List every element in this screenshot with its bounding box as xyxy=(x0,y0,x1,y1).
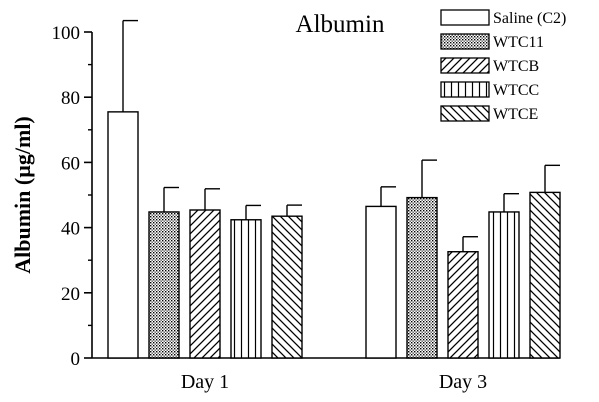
legend-swatch xyxy=(440,81,490,98)
legend-label: WTCC xyxy=(493,82,539,99)
y-tick-label: 80 xyxy=(61,88,80,109)
y-tick-label: 60 xyxy=(61,153,80,174)
category-label: Day 1 xyxy=(181,371,229,393)
bar xyxy=(189,209,221,359)
category-label: Day 3 xyxy=(439,371,487,393)
legend-label: Saline (C2) xyxy=(493,10,566,27)
bar xyxy=(406,196,438,359)
chart-title: Albumin xyxy=(296,11,385,38)
legend-swatch xyxy=(440,33,490,50)
y-tick-label: 40 xyxy=(61,219,80,240)
bars: Day 1 Day 3 xyxy=(107,19,561,393)
y-tick-label: 0 xyxy=(71,349,81,370)
legend-label: WTCB xyxy=(493,58,539,75)
bar xyxy=(271,215,303,359)
y-tick-label: 20 xyxy=(61,284,80,305)
y-axis-label: Albumin (µg/ml) xyxy=(10,116,35,274)
bar xyxy=(107,111,139,359)
legend-label: WTCE xyxy=(493,106,538,123)
bar xyxy=(148,211,180,359)
bar xyxy=(529,191,561,359)
bar xyxy=(488,211,520,359)
bar xyxy=(447,251,479,359)
legend-swatch xyxy=(440,105,490,122)
bar xyxy=(365,205,397,359)
bar xyxy=(230,219,262,359)
legend: Saline (C2) WTC11 WTCB WTCC WTCE xyxy=(440,9,566,123)
y-tick-label: 100 xyxy=(52,23,81,44)
legend-swatch xyxy=(440,9,490,26)
legend-label: WTC11 xyxy=(493,34,544,51)
legend-swatch xyxy=(440,57,490,74)
